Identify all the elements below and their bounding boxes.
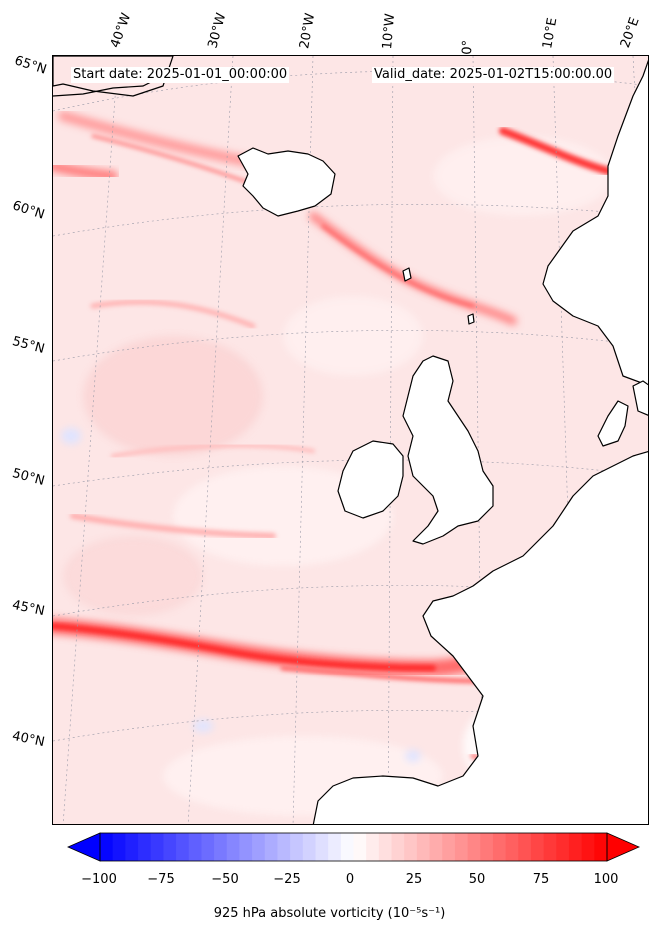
colorbar-cell <box>378 833 393 861</box>
lon-label-20e: 20°E <box>617 15 643 51</box>
colorbar-cell <box>176 833 190 861</box>
colorbar-cell <box>340 833 355 861</box>
colorbar-cell <box>214 833 228 861</box>
vorticity-map <box>53 56 648 824</box>
colorbar-cell <box>125 833 139 861</box>
colorbar-cell <box>505 833 519 861</box>
colorbar-cell <box>568 833 583 861</box>
colorbar-tick: 50 <box>468 872 486 887</box>
colorbar-cell <box>556 833 570 861</box>
colorbar-extend-max <box>606 832 640 862</box>
colorbar-cell <box>188 833 202 861</box>
colorbar-cell <box>492 833 507 861</box>
colorbar-cell <box>252 833 266 861</box>
lon-label-0: 0° <box>460 39 476 55</box>
colorbar-tick: 0 <box>345 872 355 887</box>
colorbar-cell <box>454 833 469 861</box>
lat-label-55n: 55°N <box>10 334 47 357</box>
lon-label-10e: 10°E <box>540 16 561 51</box>
start-date: Start date: 2025-01-01_00:00:00 <box>71 67 290 83</box>
colorbar-cell <box>277 833 291 861</box>
colorbar-cell <box>543 833 557 861</box>
colorbar <box>67 832 640 862</box>
colorbar-tick: −25 <box>273 872 301 887</box>
colorbar-cell <box>467 833 481 861</box>
lon-label-40w: 40°W <box>107 11 135 50</box>
colorbar-cell <box>201 833 215 861</box>
colorbar-cell <box>391 833 405 861</box>
colorbar-tick: 25 <box>405 872 423 887</box>
colorbar-cell <box>353 833 367 861</box>
colorbar-cell <box>594 833 608 861</box>
colorbar-cell <box>112 833 126 861</box>
lat-label-60n: 60°N <box>10 198 47 223</box>
colorbar-cells <box>100 833 608 861</box>
colorbar-cell <box>530 833 545 861</box>
colorbar-cell <box>150 833 164 861</box>
colorbar-tick: −50 <box>211 872 239 887</box>
colorbar-cell <box>163 833 177 861</box>
lat-label-40n: 40°N <box>10 728 46 751</box>
map-panel <box>52 55 649 825</box>
colorbar-cell <box>302 833 316 861</box>
lon-label-20w: 20°W <box>297 12 319 51</box>
colorbar-cell <box>404 833 418 861</box>
colorbar-cell <box>264 833 278 861</box>
colorbar-cell <box>100 833 114 861</box>
colorbar-title: 925 hPa absolute vorticity (10⁻⁵s⁻¹) <box>213 906 446 921</box>
colorbar-cell <box>366 833 380 861</box>
colorbar-cell <box>226 833 240 861</box>
colorbar-cell <box>581 833 595 861</box>
colorbar-tick: −75 <box>147 872 175 887</box>
colorbar-tick: −100 <box>81 872 117 887</box>
lon-label-30w: 30°W <box>205 11 230 50</box>
colorbar-cell <box>290 833 304 861</box>
lon-label-10w: 10°W <box>380 12 399 50</box>
valid-date: Valid_date: 2025-01-02T15:00:00.00 <box>372 67 615 83</box>
colorbar-cell <box>480 833 494 861</box>
colorbar-cell <box>315 833 329 861</box>
colorbar-extend-min <box>67 832 101 862</box>
colorbar-cell <box>429 833 443 861</box>
colorbar-tick: 100 <box>593 872 619 887</box>
colorbar-cell <box>239 833 253 861</box>
colorbar-cell <box>518 833 532 861</box>
colorbar-cell <box>416 833 431 861</box>
lat-label-50n: 50°N <box>10 466 47 489</box>
colorbar-tick: 75 <box>532 872 550 887</box>
colorbar-frame <box>99 832 608 862</box>
colorbar-cell <box>442 833 456 861</box>
colorbar-cell <box>328 833 342 861</box>
lat-label-45n: 45°N <box>10 597 46 620</box>
colorbar-cell <box>138 833 152 861</box>
lat-label-65n: 65°N <box>12 53 49 78</box>
